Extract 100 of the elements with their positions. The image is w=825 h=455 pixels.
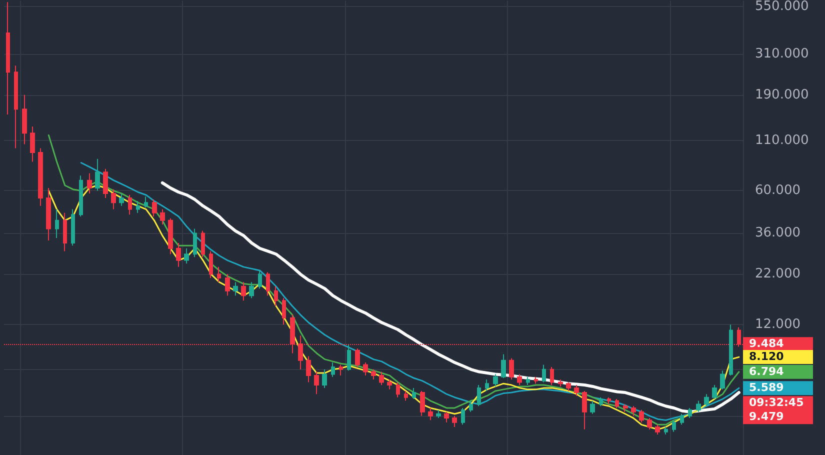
candlestick [306,356,311,383]
candlestick [461,407,465,426]
candlestick [712,384,717,400]
candlestick [371,368,376,380]
y-tick-label: 550.000 [755,0,809,14]
candlestick [119,193,124,206]
data-label: 6.794 [749,364,784,378]
candlestick [347,344,351,372]
candlestick [672,420,676,432]
candlestick [704,394,709,407]
candlestick [144,196,148,208]
y-tick-label: 310.000 [755,46,809,62]
candlestick [534,376,538,384]
candlestick [485,378,489,392]
candlestick [574,384,579,396]
candlestick [647,418,652,430]
y-tick-label: 36.000 [755,226,800,241]
candlestick [599,396,603,407]
candlestick [412,387,416,400]
candlestick [217,266,221,283]
candlestick [436,409,441,419]
candlestick [639,409,644,423]
candlestick [526,376,530,386]
candlestick [128,194,132,216]
candlestick [6,2,10,116]
candlestick [355,348,360,368]
line-series [80,162,740,421]
candlestick [469,400,473,412]
candlestick [550,366,554,386]
candlestick [314,371,319,395]
candlestick [136,200,140,214]
candlestick [160,208,165,225]
candlestick [582,390,587,430]
candlestick [209,250,213,279]
candlestick [631,406,636,416]
data-label: 5.589 [749,381,784,394]
candlestick [225,274,230,296]
candlestick [566,382,571,392]
candlestick [509,358,514,380]
candlestick [152,198,157,218]
candlestick [38,148,43,206]
candlestick [103,168,108,198]
candlestick [201,230,205,258]
candlestick [623,404,628,412]
line-series [48,134,740,426]
candlestick [274,286,278,307]
candlestick [14,65,18,149]
y-tick-label: 12.000 [755,317,800,332]
candlestick [258,270,262,290]
line-series [48,184,740,430]
candlestick [79,175,83,218]
candlestick [233,282,238,296]
candlestick [339,364,343,376]
candlestick [404,390,408,402]
candlestick [87,172,92,194]
candlestick [696,400,701,412]
text: 9.479 [749,410,784,424]
candlestick [720,370,725,390]
candlestick [420,390,425,416]
candlestick [590,400,595,414]
candlestick [111,188,116,210]
candlestick [379,371,384,386]
candlestick [655,424,660,435]
candlestick [607,396,611,405]
candlestick [168,218,173,255]
candlestick [331,362,335,378]
y-tick-label: 22.000 [755,266,800,282]
candlestick [363,362,368,376]
candlestick [387,378,392,390]
candlestick [95,158,100,192]
candlestick [193,228,197,258]
candlestick [249,282,254,299]
candlestick [688,407,692,419]
candlestick [444,411,449,423]
candlestick [266,272,270,296]
candlestick [322,368,327,388]
candlestick [729,324,733,376]
candlestick [452,415,457,428]
candlestick [428,407,433,421]
candlestick [477,384,481,407]
candlestick [542,364,546,383]
text: 09:32:45 [749,396,804,410]
candlestick [30,126,35,162]
y-tick-label: 60.000 [755,183,800,198]
candlestick [664,426,668,435]
candlestick [22,94,27,145]
line-series [160,181,740,414]
y-tick-label: 190.000 [755,87,809,102]
data-label: 8.120 [749,350,784,364]
candlestick [184,248,189,264]
candlestick [558,378,563,387]
ref-line-label: 9.484 [749,337,784,350]
candlestick [46,188,51,241]
candlestick [282,298,286,326]
candlestick [396,382,400,398]
candlestick [71,208,75,246]
candlestick [176,242,181,268]
candlestick [680,413,684,426]
candlestick [493,374,498,387]
candlestick [615,398,619,408]
